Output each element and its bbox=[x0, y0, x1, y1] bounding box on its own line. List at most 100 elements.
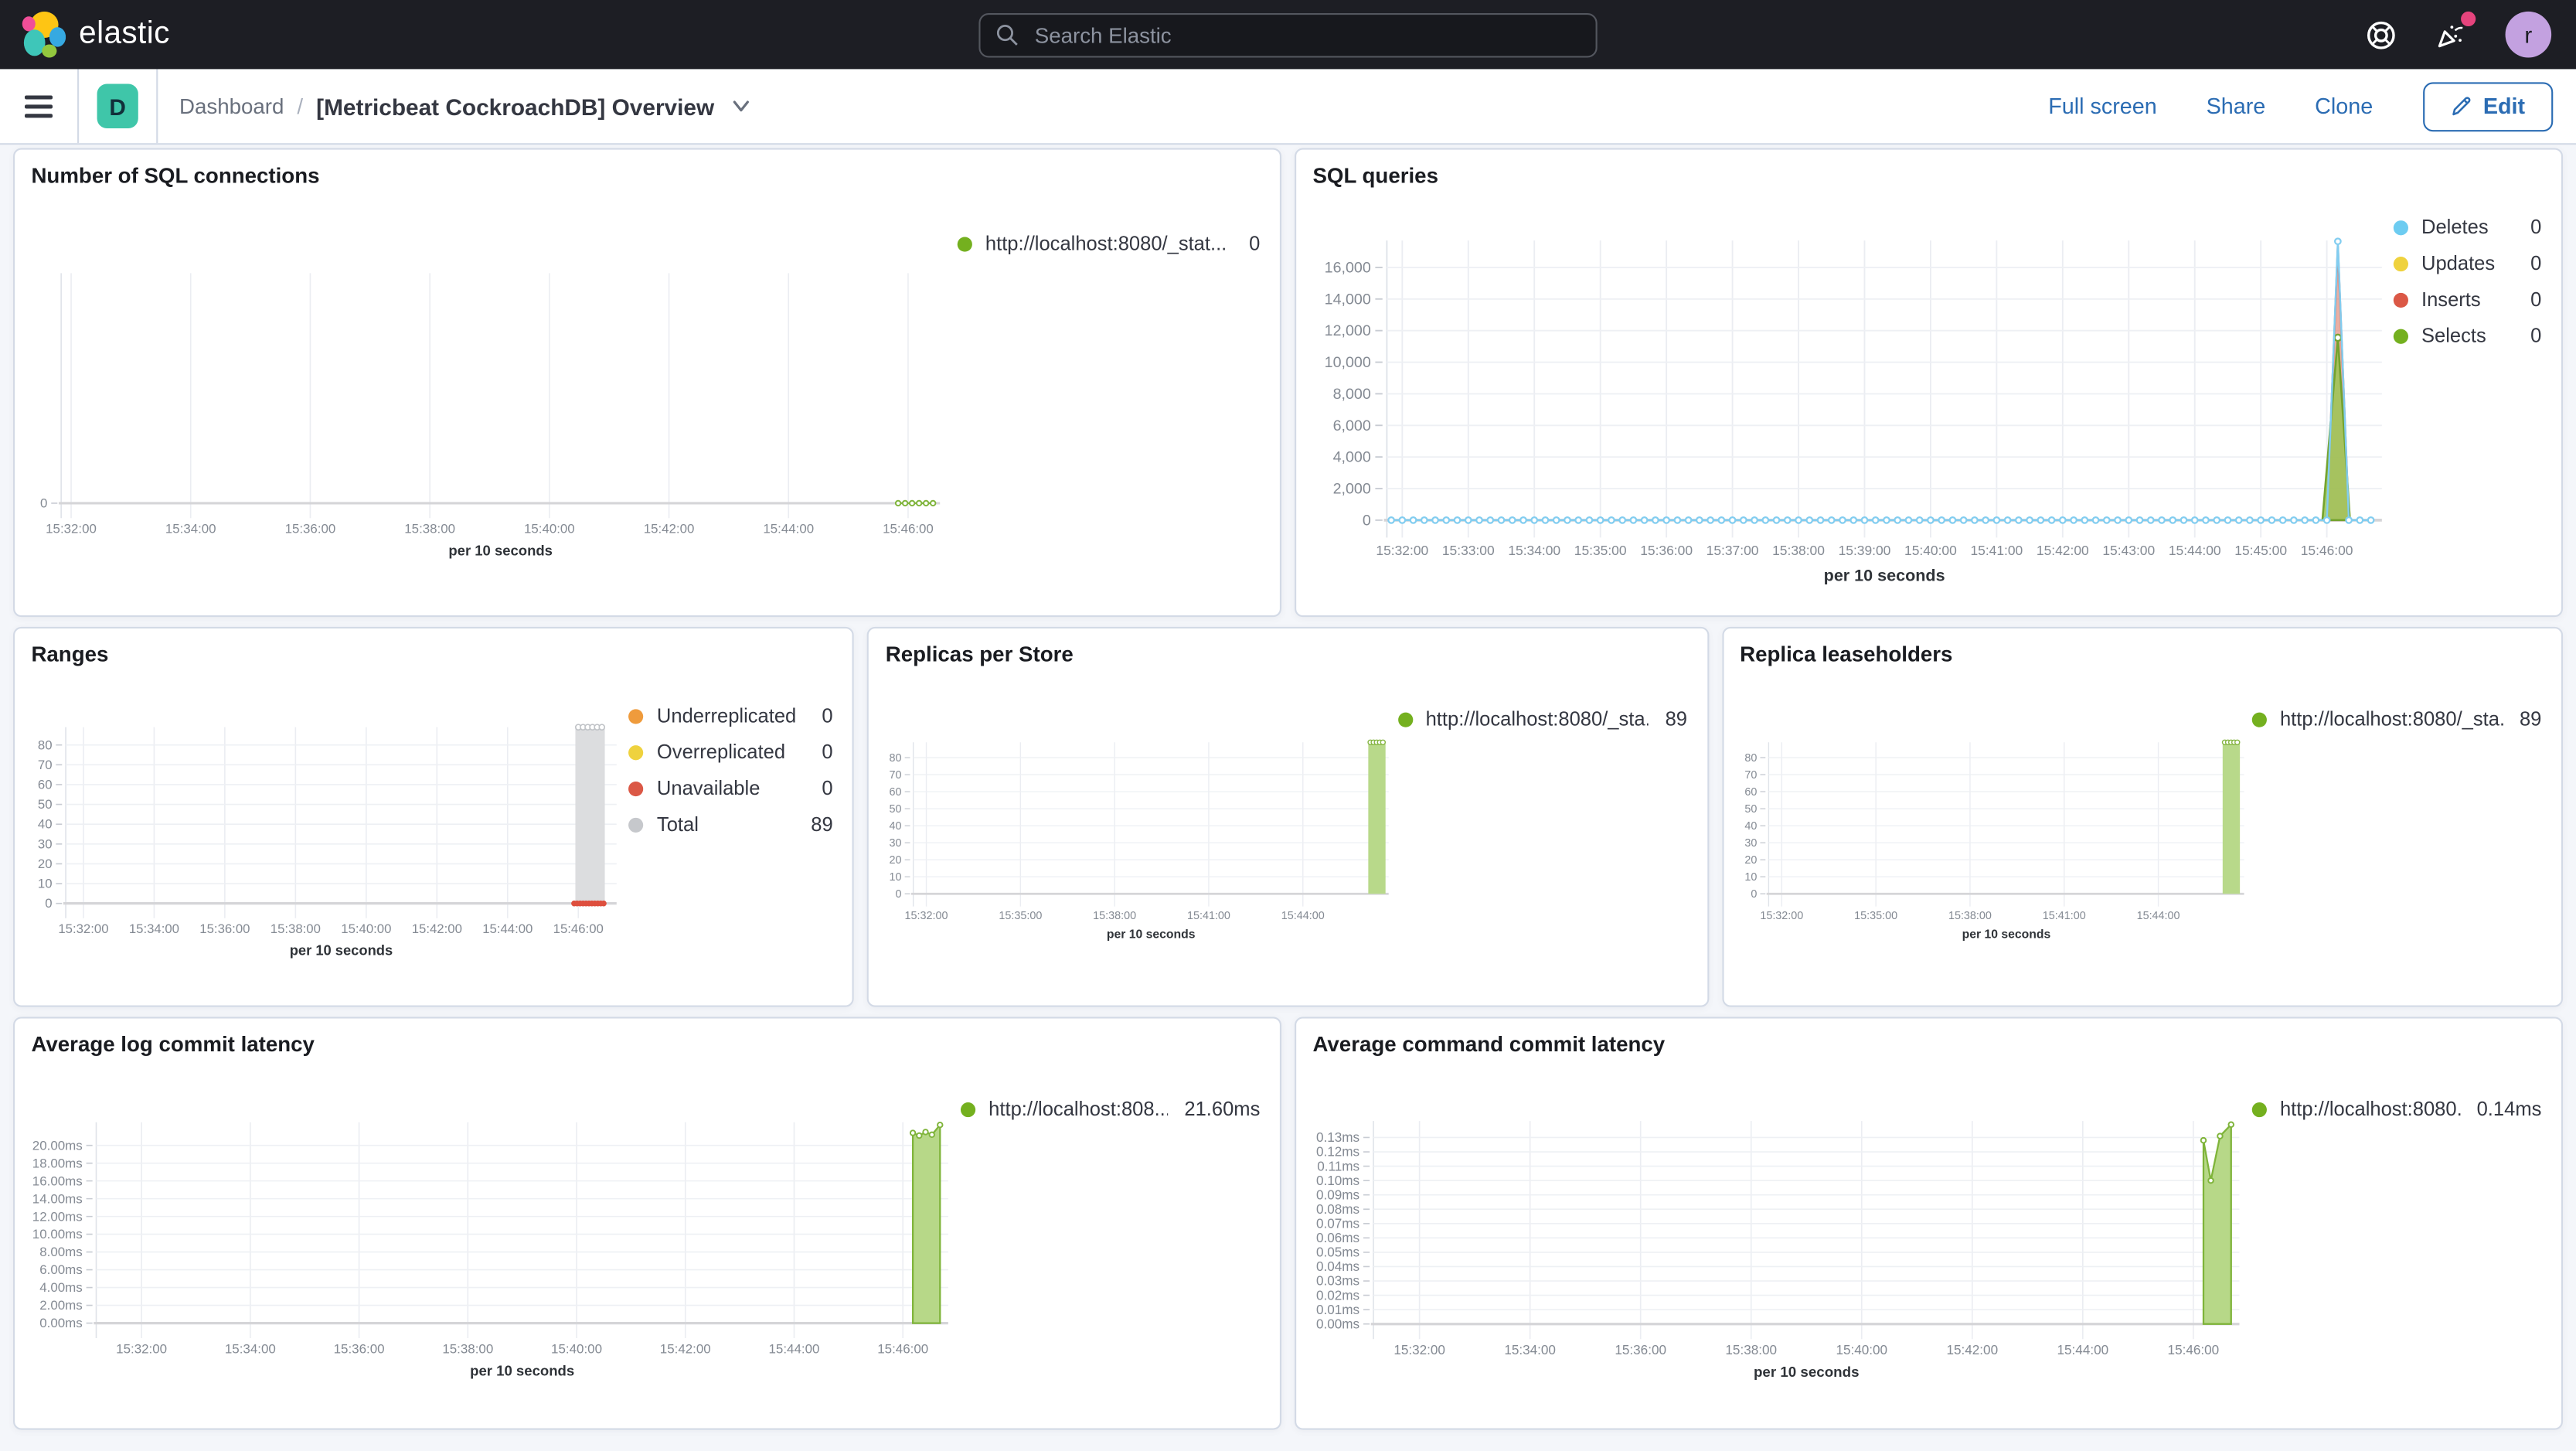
chart-canvas[interactable]: 0 15:32:00 15:34:00 15:36:00 15:38:00 15:40:0… bbox=[22, 189, 958, 612]
legend-color-dot bbox=[628, 780, 644, 796]
svg-text:60: 60 bbox=[890, 786, 902, 799]
svg-text:15:33:00: 15:33:00 bbox=[1442, 543, 1495, 558]
svg-text:15:42:00: 15:42:00 bbox=[660, 1341, 711, 1356]
clone-button[interactable]: Clone bbox=[2315, 94, 2374, 119]
svg-text:0: 0 bbox=[45, 896, 52, 911]
svg-text:15:32:00: 15:32:00 bbox=[116, 1341, 167, 1356]
legend-label: Updates bbox=[2421, 251, 2496, 275]
svg-text:15:38:00: 15:38:00 bbox=[442, 1341, 493, 1356]
full-screen-button[interactable]: Full screen bbox=[2048, 94, 2157, 119]
legend-color-dot bbox=[628, 708, 644, 724]
svg-text:0.02ms: 0.02ms bbox=[1316, 1288, 1359, 1303]
legend-item[interactable]: http://localhost:808... 21.60ms bbox=[960, 1098, 1260, 1120]
svg-text:16.00ms: 16.00ms bbox=[32, 1173, 83, 1188]
legend-item[interactable]: http://localhost:8080... 0.14ms bbox=[2251, 1098, 2541, 1120]
chart-canvas[interactable]: 0.00ms 2.00ms 4.00ms 6.00ms 8.00ms 10.00ms 12.… bbox=[22, 1058, 961, 1425]
legend-value: 0 bbox=[2530, 324, 2542, 348]
panel-title[interactable]: Replica leaseholders bbox=[1740, 642, 1953, 667]
legend-item[interactable]: Underreplicated 0 bbox=[628, 704, 833, 727]
menu-icon[interactable] bbox=[0, 69, 77, 143]
svg-text:15:35:00: 15:35:00 bbox=[1574, 543, 1627, 558]
svg-text:15:32:00: 15:32:00 bbox=[1760, 910, 1803, 922]
chart-legend: http://localhost:8080... 0.14ms bbox=[2251, 1058, 2555, 1425]
svg-text:20: 20 bbox=[38, 857, 53, 871]
svg-text:70: 70 bbox=[1744, 769, 1757, 782]
legend-item[interactable]: http://localhost:8080/_stat... 0 bbox=[957, 232, 1261, 255]
legend-label: http://localhost:8080/_sta... bbox=[2279, 707, 2503, 731]
svg-text:15:42:00: 15:42:00 bbox=[2037, 543, 2089, 558]
panel-replica-leaseholders: Replica leaseholders 0 10 20 30 40 50 60 70 80 15… bbox=[1721, 626, 2564, 1007]
page-title: [Metricbeat CockroachDB] Overview bbox=[316, 93, 715, 120]
legend-item[interactable]: Unavailable 0 bbox=[628, 777, 833, 799]
elastic-logo[interactable]: elastic bbox=[0, 10, 170, 59]
svg-text:15:35:00: 15:35:00 bbox=[1853, 910, 1897, 922]
svg-text:70: 70 bbox=[890, 769, 902, 782]
panel-title[interactable]: Average command commit latency bbox=[1312, 1031, 1666, 1057]
global-search[interactable] bbox=[978, 12, 1598, 57]
newsfeed-icon[interactable] bbox=[2435, 11, 2476, 51]
chart-canvas[interactable]: 0 10 20 30 40 50 60 70 80 15:32:00 15:35:00 15:38:0… bbox=[1730, 668, 2251, 1002]
divider bbox=[156, 69, 158, 144]
legend-item[interactable]: Overreplicated 0 bbox=[628, 741, 833, 764]
breadcrumb-dashboard-link[interactable]: Dashboard bbox=[179, 94, 284, 119]
chart-canvas[interactable]: 0.00ms0.01ms0.02ms0.03ms0.04ms0.05ms0.06… bbox=[1303, 1058, 2252, 1425]
legend-item[interactable]: Selects 0 bbox=[2393, 324, 2542, 348]
svg-text:15:42:00: 15:42:00 bbox=[412, 921, 462, 936]
svg-text:15:46:00: 15:46:00 bbox=[2168, 1343, 2220, 1357]
svg-text:15:32:00: 15:32:00 bbox=[905, 910, 948, 922]
svg-text:per 10 seconds: per 10 seconds bbox=[448, 543, 553, 559]
svg-text:per 10 seconds: per 10 seconds bbox=[1754, 1364, 1860, 1380]
svg-text:8,000: 8,000 bbox=[1333, 386, 1371, 403]
panel-title[interactable]: Number of SQL connections bbox=[31, 162, 320, 188]
svg-text:0.01ms: 0.01ms bbox=[1316, 1303, 1359, 1317]
svg-text:0.03ms: 0.03ms bbox=[1316, 1274, 1359, 1289]
search-input[interactable] bbox=[1031, 20, 1596, 49]
dashboard-app-badge[interactable]: D bbox=[97, 83, 138, 129]
svg-text:60: 60 bbox=[1744, 786, 1757, 799]
legend-item[interactable]: http://localhost:8080/_sta... 89 bbox=[1397, 707, 1687, 731]
legend-label: Selects bbox=[2421, 324, 2486, 348]
panel-title[interactable]: Ranges bbox=[31, 642, 109, 667]
legend-item[interactable]: Total 89 bbox=[628, 812, 833, 836]
svg-text:60: 60 bbox=[38, 778, 53, 792]
legend-label: Inserts bbox=[2421, 288, 2481, 312]
notification-dot bbox=[2461, 11, 2476, 27]
chart-canvas[interactable]: 0 2,000 4,000 6,000 8,000 10,000 12,000 14,000 1… bbox=[1303, 189, 2394, 612]
chart-canvas[interactable]: 0 10 20 30 40 50 60 70 80 15:32:00 15:34:00 15:36:0… bbox=[22, 668, 629, 1002]
svg-text:15:44:00: 15:44:00 bbox=[2169, 543, 2221, 558]
legend-item[interactable]: Updates 0 bbox=[2393, 251, 2541, 275]
chart-canvas[interactable]: 0 10 20 30 40 50 60 70 80 15:32:00 15:35:00 15:38:0… bbox=[876, 668, 1397, 1002]
legend-value: 0 bbox=[1249, 232, 1261, 255]
svg-text:0.08ms: 0.08ms bbox=[1316, 1202, 1359, 1217]
svg-text:4,000: 4,000 bbox=[1333, 449, 1371, 466]
panel-title[interactable]: Average log commit latency bbox=[31, 1031, 315, 1057]
svg-text:6,000: 6,000 bbox=[1333, 417, 1371, 434]
svg-text:15:32:00: 15:32:00 bbox=[58, 921, 108, 936]
svg-text:15:40:00: 15:40:00 bbox=[524, 522, 575, 536]
legend-color-dot bbox=[628, 816, 644, 832]
legend-label: Total bbox=[656, 812, 699, 836]
svg-text:80: 80 bbox=[890, 752, 902, 765]
svg-text:15:34:00: 15:34:00 bbox=[1508, 543, 1560, 558]
svg-text:15:46:00: 15:46:00 bbox=[877, 1341, 928, 1356]
svg-text:20: 20 bbox=[890, 854, 902, 867]
share-button[interactable]: Share bbox=[2206, 94, 2266, 119]
panel-title[interactable]: Replicas per Store bbox=[885, 642, 1074, 667]
panel-replicas-per-store: Replicas per Store 0 10 20 30 40 50 60 70 80 15:3… bbox=[867, 626, 1709, 1007]
legend-item[interactable]: http://localhost:8080/_sta... 89 bbox=[2251, 707, 2541, 731]
svg-text:40: 40 bbox=[890, 820, 902, 833]
help-icon[interactable] bbox=[2366, 19, 2397, 49]
svg-text:15:34:00: 15:34:00 bbox=[165, 522, 216, 536]
chart-legend: http://localhost:8080/_stat... 0 bbox=[957, 189, 1274, 612]
legend-item[interactable]: Deletes 0 bbox=[2393, 216, 2541, 239]
avatar[interactable]: r bbox=[2505, 11, 2552, 58]
legend-item[interactable]: Inserts 0 bbox=[2393, 288, 2541, 312]
svg-text:per 10 seconds: per 10 seconds bbox=[290, 942, 393, 959]
panel-ranges: Ranges 0 10 20 30 40 50 60 70 80 15:32:00 15:34:00… bbox=[13, 626, 855, 1007]
svg-text:15:32:00: 15:32:00 bbox=[1393, 1343, 1445, 1357]
panel-title[interactable]: SQL queries bbox=[1312, 162, 1438, 188]
edit-button[interactable]: Edit bbox=[2422, 81, 2554, 131]
svg-text:30: 30 bbox=[38, 836, 53, 851]
chevron-down-icon[interactable] bbox=[730, 95, 752, 117]
svg-text:50: 50 bbox=[1744, 803, 1757, 816]
